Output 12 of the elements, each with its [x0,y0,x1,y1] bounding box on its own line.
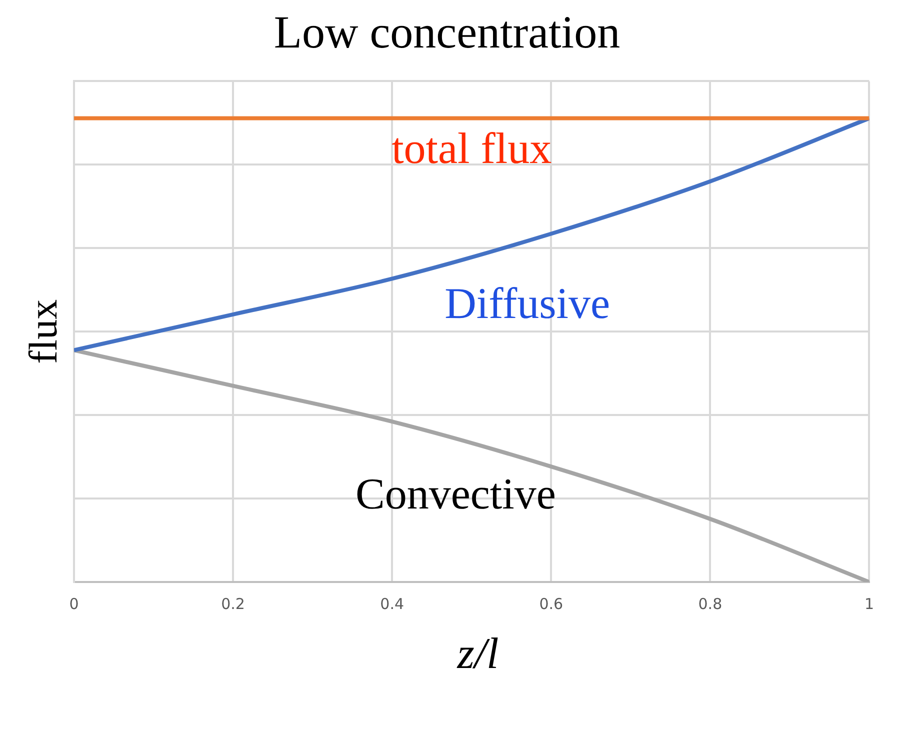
annotation: Diffusive [444,279,610,328]
x-tick-label: 1 [864,594,874,613]
y-axis-title: flux [20,299,66,364]
x-tick-label: 0 [69,594,79,613]
x-tick-label: 0.4 [380,594,404,613]
annotation: Convective [356,469,556,518]
chart-title: Low concentration [274,6,620,58]
annotation: total flux [392,124,552,173]
x-tick-label: 0.6 [539,594,564,613]
x-tick-label: 0.2 [221,594,245,613]
x-axis-title: z/l [456,628,500,679]
x-tick-label: 0.8 [698,594,722,613]
